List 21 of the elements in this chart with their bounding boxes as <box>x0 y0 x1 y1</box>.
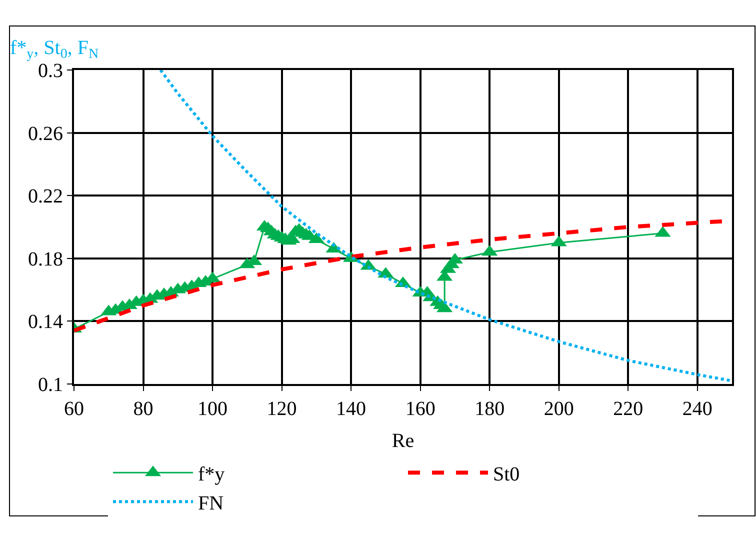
x-tick-label: 180 <box>474 398 505 420</box>
y-tick-label: 0.14 <box>28 311 63 334</box>
legend-label: f*y <box>198 463 225 486</box>
x-tick-label: 120 <box>266 398 297 420</box>
x-tick-label: 100 <box>198 398 228 420</box>
x-tick-label: 60 <box>64 398 84 420</box>
x-tick-label: 240 <box>682 398 712 420</box>
y-tick-label: 0.18 <box>28 248 63 270</box>
y-axis-title: f*$_{y}$, St$_{0}$, F$_{N}$ <box>10 37 99 62</box>
x-tick-label: 140 <box>336 398 366 420</box>
y-tick-label: 0.22 <box>28 186 63 208</box>
y-tick-label: 0.26 <box>28 122 63 145</box>
y-tick-label: 0.1 <box>38 374 63 396</box>
x-tick-label: 160 <box>405 398 436 420</box>
x-tick-label: 80 <box>133 398 154 420</box>
x-axis-title: Re <box>392 430 414 452</box>
y-tick-label: 0.3 <box>38 60 63 82</box>
x-tick-label: 220 <box>613 398 644 420</box>
x-tick-label: 200 <box>544 398 574 420</box>
legend-label: St0 <box>493 463 520 486</box>
legend-label: FN <box>198 492 224 514</box>
